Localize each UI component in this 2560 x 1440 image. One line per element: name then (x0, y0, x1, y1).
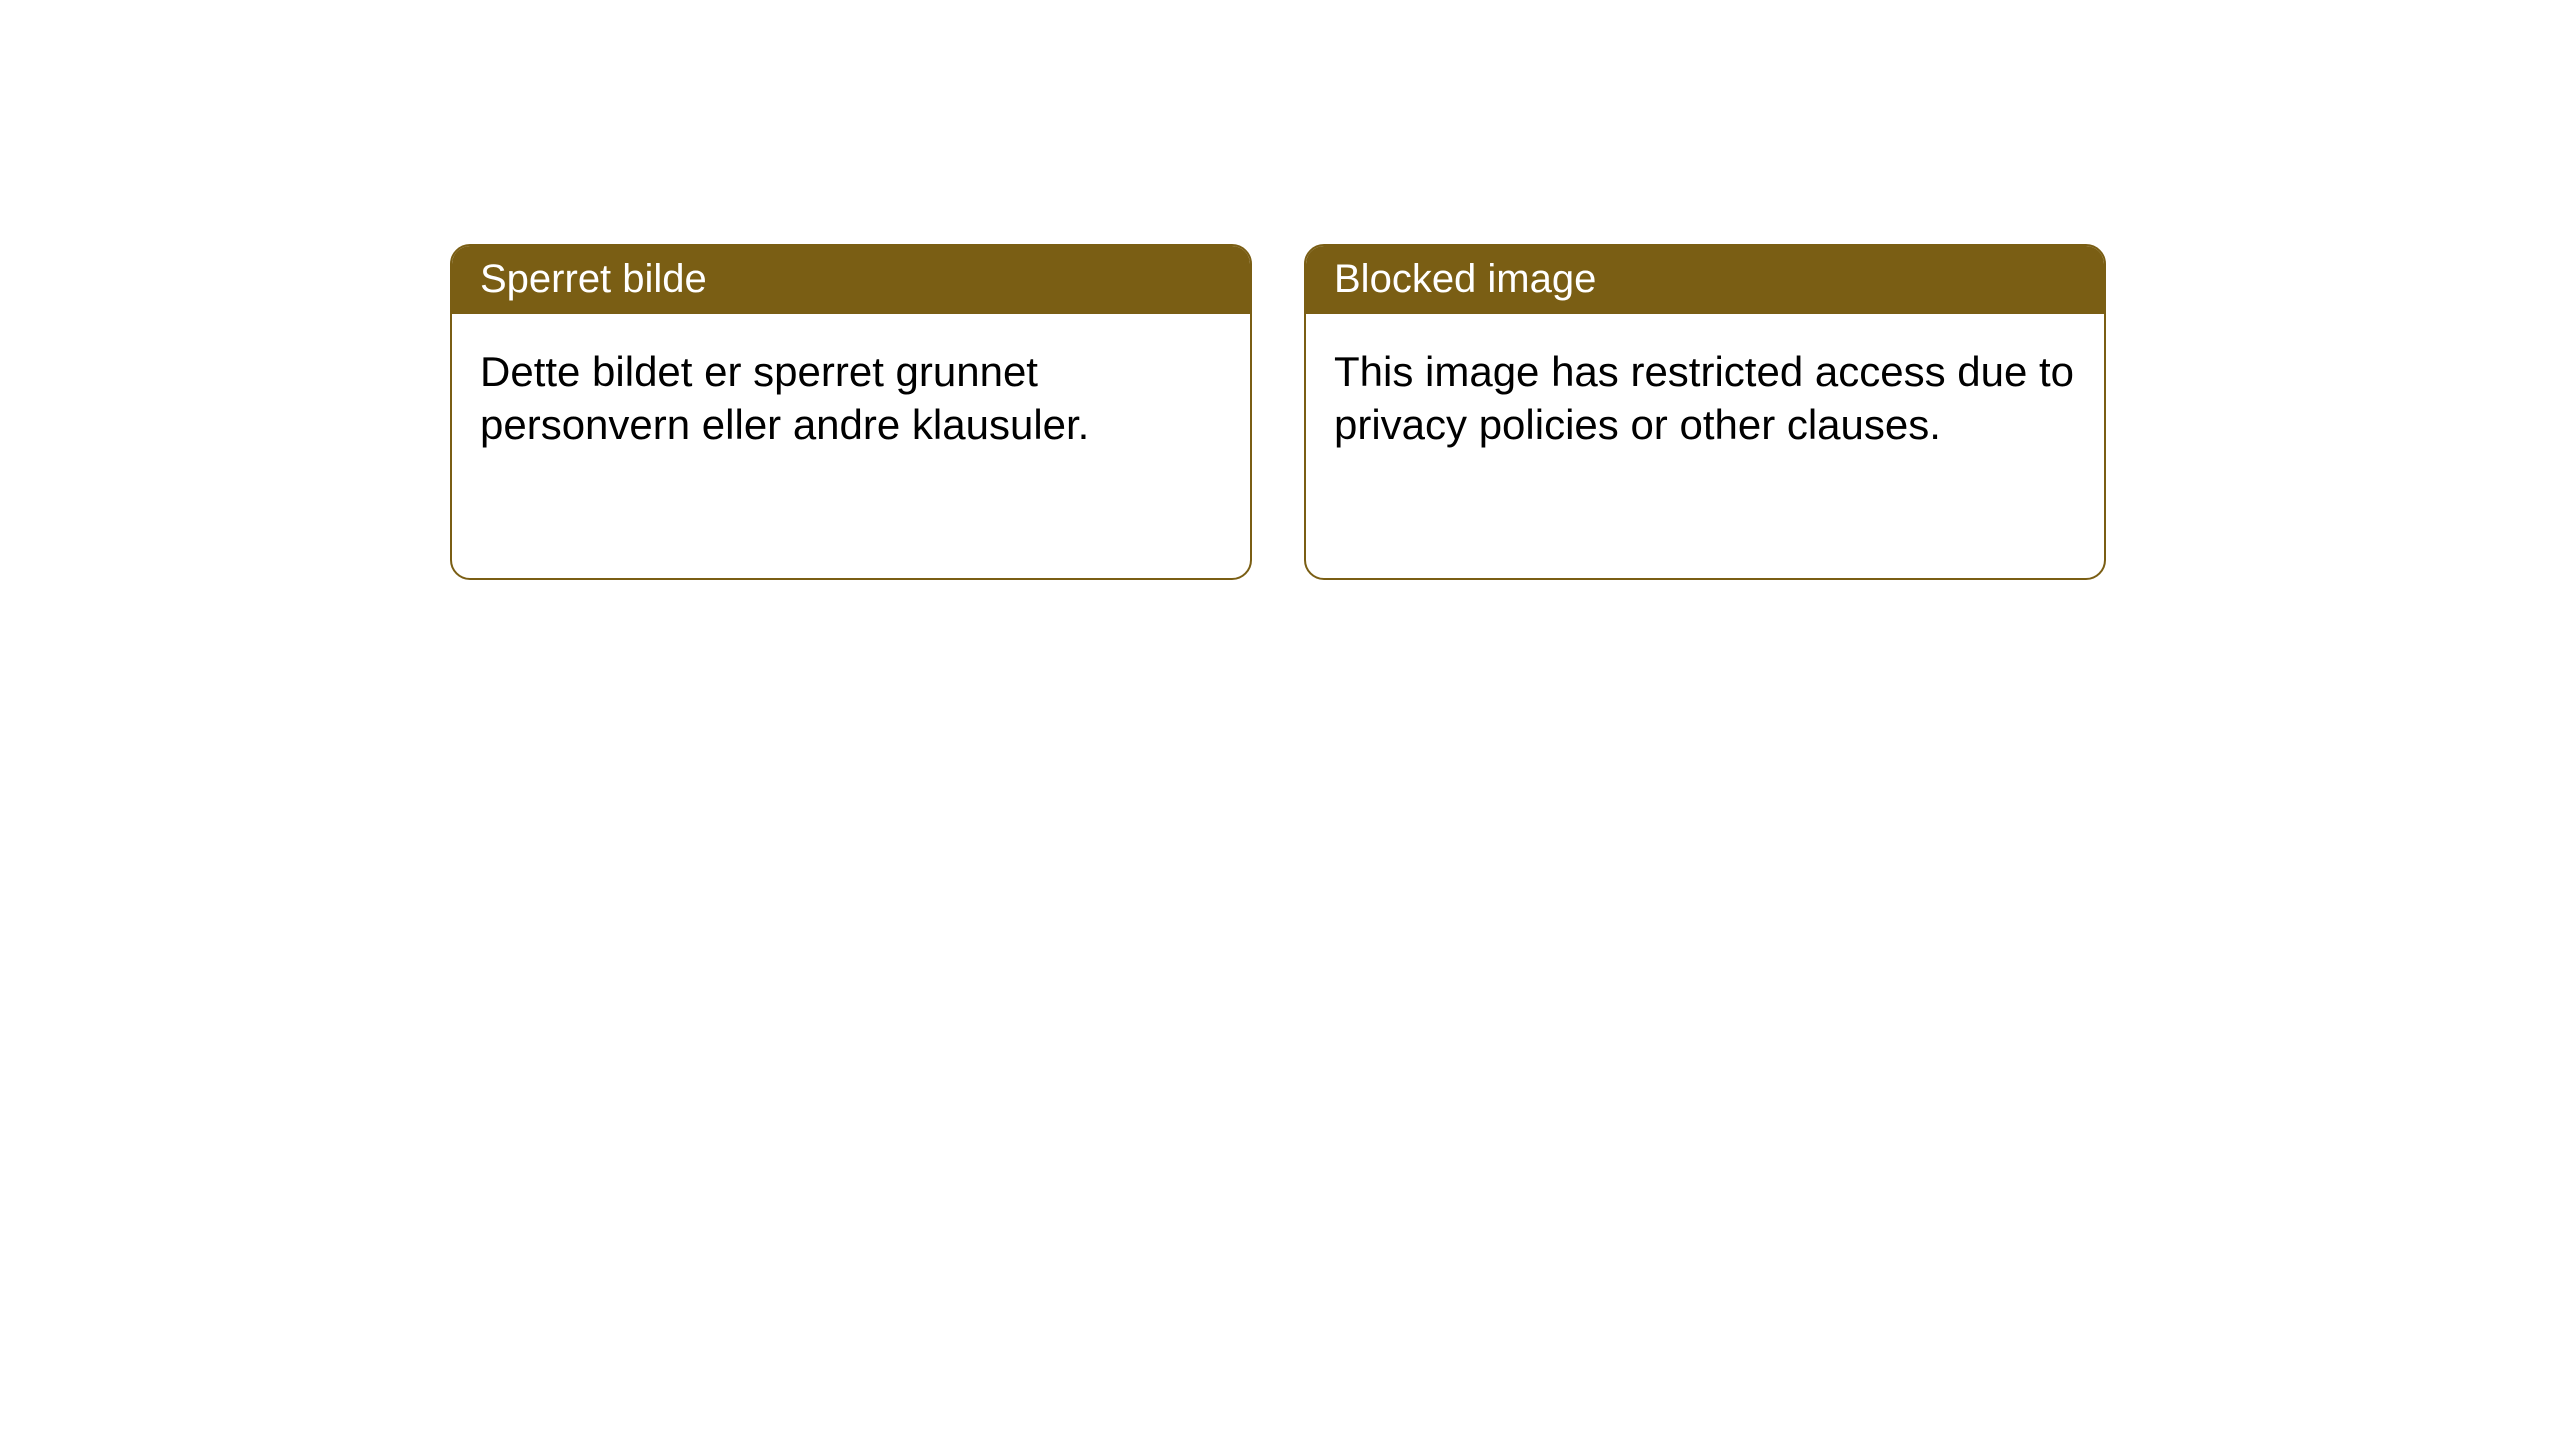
notice-card-norwegian: Sperret bilde Dette bildet er sperret gr… (450, 244, 1252, 580)
notice-card-container: Sperret bilde Dette bildet er sperret gr… (450, 244, 2106, 580)
notice-header: Sperret bilde (452, 246, 1250, 314)
notice-body: Dette bildet er sperret grunnet personve… (452, 314, 1250, 483)
notice-header: Blocked image (1306, 246, 2104, 314)
notice-card-english: Blocked image This image has restricted … (1304, 244, 2106, 580)
notice-body: This image has restricted access due to … (1306, 314, 2104, 483)
